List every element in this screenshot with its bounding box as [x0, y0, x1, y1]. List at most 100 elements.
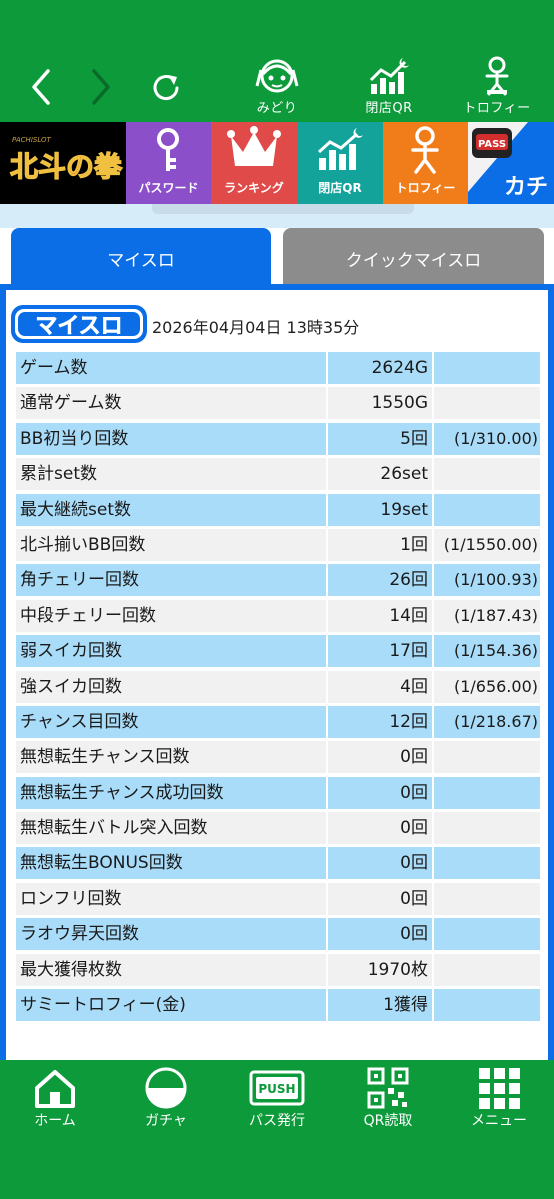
table-row: 最大獲得枚数 1970枚 — [16, 953, 540, 986]
nav-qr-read[interactable]: QR読取 — [338, 1066, 438, 1136]
banner-trophy[interactable]: トロフィー — [383, 122, 468, 204]
chevron-right-icon — [92, 69, 110, 105]
stat-value: 14回 — [328, 599, 432, 632]
table-row: 強スイカ回数 4回 (1/656.00) — [16, 670, 540, 703]
nav-label: ホーム — [34, 1113, 76, 1129]
banner-label: トロフィー — [395, 181, 456, 195]
push-ticket-icon: PUSH — [249, 1070, 305, 1106]
stat-rate: (1/100.93) — [434, 564, 540, 597]
nav-pass-issue[interactable]: PUSH パス発行 — [227, 1066, 327, 1136]
stat-value: 0回 — [328, 812, 432, 845]
table-row: ゲーム数 2624G — [16, 352, 540, 384]
tab-bar: マイスロ クイックマイスロ — [0, 204, 554, 288]
stat-value: 26set — [328, 458, 432, 491]
key-icon — [157, 128, 179, 171]
stat-value: 0回 — [328, 741, 432, 774]
back-button[interactable] — [20, 62, 60, 112]
stat-value: 1回 — [328, 528, 432, 561]
banner-password[interactable]: パスワード — [126, 122, 211, 204]
table-row: サミートロフィー(金) 1獲得 — [16, 989, 540, 1022]
stat-label: ラオウ昇天回数 — [16, 918, 326, 951]
nav-home[interactable]: ホーム — [5, 1066, 105, 1136]
stat-value: 4回 — [328, 670, 432, 703]
stat-rate — [434, 918, 540, 951]
svg-text:PACHISLOT: PACHISLOT — [12, 136, 52, 144]
stat-label: 無想転生BONUS回数 — [16, 847, 326, 880]
tab-quick-myslo[interactable]: クイックマイスロ — [283, 228, 544, 288]
stat-rate — [434, 953, 540, 986]
table-row: ラオウ昇天回数 0回 — [16, 918, 540, 951]
nav-gacha[interactable]: ガチャ — [116, 1066, 216, 1136]
nav-label: パス発行 — [249, 1113, 305, 1129]
stats-table: ゲーム数 2624G 通常ゲーム数 1550G BB初当り回数 5回 (1/310.00) 累… — [16, 352, 540, 1024]
top-bar: みどり 閉店QR トロフィー — [0, 0, 554, 122]
stat-rate — [434, 989, 540, 1022]
banner-label: 閉店QR — [318, 181, 362, 195]
stat-label: 通常ゲーム数 — [16, 387, 326, 420]
table-row: 累計set数 26set — [16, 458, 540, 491]
stat-value: 0回 — [328, 847, 432, 880]
top-item-label: トロフィー — [463, 101, 531, 116]
bottom-nav: ホーム ガチャ PUSH パス発行 QR読取 — [0, 1060, 554, 1199]
stat-label: 中段チェリー回数 — [16, 599, 326, 632]
stat-value: 17回 — [328, 635, 432, 668]
table-row: 無想転生BONUS回数 0回 — [16, 847, 540, 880]
svg-text:マイスロ: マイスロ — [35, 314, 122, 339]
svg-text:PASS: PASS — [478, 139, 506, 150]
top-item-trophy[interactable]: トロフィー — [452, 56, 542, 120]
stat-label: 最大継続set数 — [16, 493, 326, 526]
banner-strip: PACHISLOT 北斗の拳 パスワード ランキング 閉店QR — [0, 122, 554, 204]
stat-rate: (1/218.67) — [434, 705, 540, 738]
reload-button[interactable] — [146, 62, 186, 112]
record-datetime: 2026年04月04日 13時35分 — [152, 318, 360, 337]
stat-rate — [434, 458, 540, 491]
trophy-figure-icon — [485, 56, 509, 96]
home-icon — [35, 1070, 75, 1108]
top-item-closing-qr[interactable]: 閉店QR — [344, 56, 434, 120]
nav-menu[interactable]: メニュー — [449, 1066, 549, 1136]
banner-kachi[interactable]: PASS カチ — [468, 122, 554, 204]
top-item-label: 閉店QR — [365, 101, 413, 116]
stat-label: 角チェリー回数 — [16, 564, 326, 597]
nav-label: ガチャ — [145, 1113, 187, 1129]
stat-value: 1獲得 — [328, 989, 432, 1022]
top-item-midori[interactable]: みどり — [232, 56, 322, 120]
qr-code-icon — [367, 1067, 409, 1109]
table-row: 無想転生チャンス回数 0回 — [16, 741, 540, 774]
stat-rate: (1/154.36) — [434, 635, 540, 668]
table-row: 最大継続set数 19set — [16, 493, 540, 526]
banner-ranking[interactable]: ランキング — [211, 122, 297, 204]
stat-rate — [434, 741, 540, 774]
myslo-panel: マイスロ 2026年04月04日 13時35分 ゲーム数 2624G 通常ゲーム数 1… — [0, 284, 554, 1060]
tab-myslo[interactable]: マイスロ — [11, 228, 271, 288]
banner-label: ランキング — [224, 181, 284, 195]
stat-rate — [434, 812, 540, 845]
table-row: 無想転生チャンス成功回数 0回 — [16, 776, 540, 809]
stat-value: 26回 — [328, 564, 432, 597]
table-row: 無想転生バトル突入回数 0回 — [16, 812, 540, 845]
stat-label: 最大獲得枚数 — [16, 953, 326, 986]
myslo-logo: マイスロ — [11, 305, 147, 343]
table-row: 中段チェリー回数 14回 (1/187.43) — [16, 599, 540, 632]
svg-text:PUSH: PUSH — [258, 1082, 295, 1096]
trophy-figure-icon — [411, 126, 439, 174]
stat-rate — [434, 847, 540, 880]
crown-icon — [227, 126, 281, 166]
hokuto-logo-banner[interactable]: PACHISLOT 北斗の拳 — [0, 122, 126, 204]
gacha-ball-icon — [145, 1067, 187, 1109]
myslo-content: マイスロ 2026年04月04日 13時35分 ゲーム数 2624G 通常ゲーム数 1… — [6, 290, 548, 1060]
stat-value: 5回 — [328, 422, 432, 455]
banner-label: パスワード — [138, 181, 199, 195]
stat-label: 無想転生バトル突入回数 — [16, 812, 326, 845]
table-row: 角チェリー回数 26回 (1/100.93) — [16, 564, 540, 597]
forward-button[interactable] — [82, 62, 122, 112]
table-row: BB初当り回数 5回 (1/310.00) — [16, 422, 540, 455]
menu-grid-icon — [479, 1068, 520, 1109]
stat-value: 0回 — [328, 776, 432, 809]
banner-closing-qr[interactable]: 閉店QR — [297, 122, 383, 204]
midori-character-icon — [255, 59, 299, 93]
stat-value: 1550G — [328, 387, 432, 420]
pass-kachi-graphic: PASS カチ — [468, 122, 548, 200]
stat-value: 1970枚 — [328, 953, 432, 986]
stat-value: 0回 — [328, 918, 432, 951]
